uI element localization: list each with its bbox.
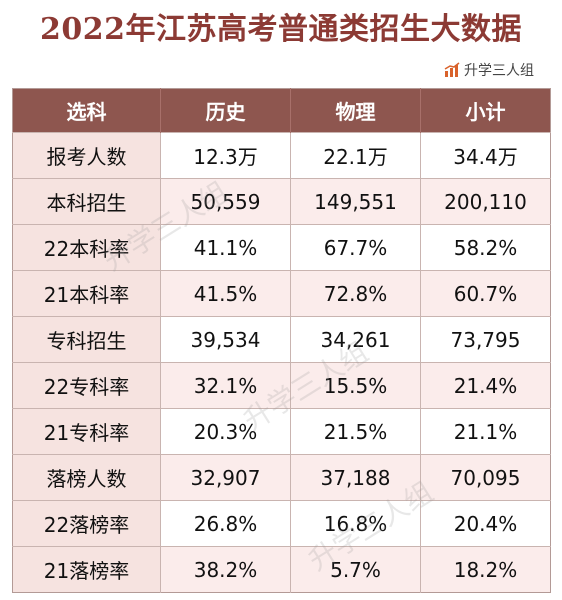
brand-logo: 升学三人组 <box>444 58 534 82</box>
table-cell: 20.3% <box>160 408 291 455</box>
table-cell: 15.5% <box>290 362 421 409</box>
table-row: 落榜人数 32,907 37,188 70,095 <box>12 454 551 501</box>
row-label: 21本科率 <box>12 270 161 317</box>
data-table: 选科 历史 物理 小计 报考人数 12.3万 22.1万 34.4万 本科招生 50,55… <box>12 88 551 593</box>
row-label: 21落榜率 <box>12 546 161 593</box>
table-header-row: 选科 历史 物理 小计 <box>12 88 551 133</box>
page-title: 2022年江苏高考普通类招生大数据 <box>40 12 522 47</box>
table-cell: 41.1% <box>160 224 291 271</box>
row-label: 22本科率 <box>12 224 161 271</box>
table-cell: 12.3万 <box>160 132 291 179</box>
table-row: 专科招生 39,534 34,261 73,795 <box>12 316 551 363</box>
table-cell: 58.2% <box>420 224 551 271</box>
table-cell: 50,559 <box>160 178 291 225</box>
table-cell: 32,907 <box>160 454 291 501</box>
table-cell: 32.1% <box>160 362 291 409</box>
table-cell: 16.8% <box>290 500 421 547</box>
column-header: 历史 <box>160 88 291 133</box>
table-cell: 21.1% <box>420 408 551 455</box>
table-cell: 67.7% <box>290 224 421 271</box>
table-row: 22本科率 41.1% 67.7% 58.2% <box>12 224 551 271</box>
table-cell: 200,110 <box>420 178 551 225</box>
brand-label: 升学三人组 <box>464 63 534 79</box>
table-cell: 73,795 <box>420 316 551 363</box>
row-label: 专科招生 <box>12 316 161 363</box>
table-cell: 41.5% <box>160 270 291 317</box>
table-cell: 20.4% <box>420 500 551 547</box>
row-label: 本科招生 <box>12 178 161 225</box>
column-header: 小计 <box>420 88 551 133</box>
column-header: 物理 <box>290 88 421 133</box>
table-row: 21落榜率 38.2% 5.7% 18.2% <box>12 546 551 593</box>
table-cell: 22.1万 <box>290 132 421 179</box>
table-cell: 149,551 <box>290 178 421 225</box>
bar-chart-icon <box>444 62 460 77</box>
table-row: 22落榜率 26.8% 16.8% 20.4% <box>12 500 551 547</box>
table-cell: 39,534 <box>160 316 291 363</box>
row-label: 报考人数 <box>12 132 161 179</box>
table-cell: 60.7% <box>420 270 551 317</box>
row-label: 21专科率 <box>12 408 161 455</box>
table-row: 21专科率 20.3% 21.5% 21.1% <box>12 408 551 455</box>
table-row: 22专科率 32.1% 15.5% 21.4% <box>12 362 551 409</box>
row-label: 落榜人数 <box>12 454 161 501</box>
table-cell: 26.8% <box>160 500 291 547</box>
table-cell: 34.4万 <box>420 132 551 179</box>
table-row: 报考人数 12.3万 22.1万 34.4万 <box>12 132 551 179</box>
table-cell: 21.5% <box>290 408 421 455</box>
table-row: 21本科率 41.5% 72.8% 60.7% <box>12 270 551 317</box>
table-cell: 18.2% <box>420 546 551 593</box>
row-label: 22专科率 <box>12 362 161 409</box>
table-cell: 72.8% <box>290 270 421 317</box>
column-header: 选科 <box>12 88 161 133</box>
table-row: 本科招生 50,559 149,551 200,110 <box>12 178 551 225</box>
row-label: 22落榜率 <box>12 500 161 547</box>
table-cell: 21.4% <box>420 362 551 409</box>
table-cell: 37,188 <box>290 454 421 501</box>
table-cell: 5.7% <box>290 546 421 593</box>
table-cell: 38.2% <box>160 546 291 593</box>
table-cell: 34,261 <box>290 316 421 363</box>
table-cell: 70,095 <box>420 454 551 501</box>
